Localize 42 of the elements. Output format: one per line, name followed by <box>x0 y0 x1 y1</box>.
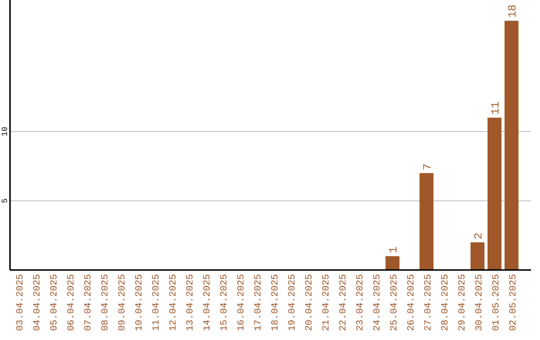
x-tick-label: 09.04.2025 <box>116 274 128 332</box>
x-tick-label: 07.04.2025 <box>82 274 94 332</box>
x-tick-label: 01.05.2025 <box>490 274 502 332</box>
x-tick-label: 15.04.2025 <box>218 274 230 332</box>
x-tick-label: 25.04.2025 <box>388 274 400 332</box>
data-label: 2 <box>474 232 486 240</box>
bar <box>386 256 400 270</box>
data-label: 18 <box>508 4 520 18</box>
bar <box>470 242 484 270</box>
x-tick-label: 21.04.2025 <box>320 274 332 332</box>
x-tick-label: 26.04.2025 <box>406 274 416 332</box>
x-tick-label: 03.04.2025 <box>14 274 26 332</box>
x-tick-label: 05.04.2025 <box>48 274 60 332</box>
x-tick-label: 14.04.2025 <box>202 274 212 332</box>
x-tick-label: 24.04.2025 <box>372 274 382 332</box>
x-tick-label: 06.04.2025 <box>66 274 76 332</box>
x-tick-label: 04.04.2025 <box>32 274 42 332</box>
y-tick-label: 10 <box>1 126 10 136</box>
x-tick-label: 11.04.2025 <box>150 274 162 332</box>
data-label: 7 <box>422 163 434 170</box>
x-tick-label: 29.04.2025 <box>456 274 468 332</box>
x-tick-label: 23.04.2025 <box>354 274 366 332</box>
x-tick-label: 19.04.2025 <box>286 274 298 332</box>
bar <box>504 20 518 270</box>
x-tick-label: 18.04.2025 <box>270 274 280 332</box>
x-tick-label: 17.04.2025 <box>252 274 264 332</box>
x-tick-label: 16.04.2025 <box>236 274 246 332</box>
data-label: 11 <box>490 101 502 115</box>
x-tick-label: 13.04.2025 <box>184 274 196 332</box>
data-label: 1 <box>388 246 400 254</box>
bar <box>488 118 502 270</box>
x-tick-label: 20.04.2025 <box>304 274 314 332</box>
x-tick-label: 22.04.2025 <box>338 274 348 332</box>
y-tick-label: 5 <box>1 198 10 204</box>
x-tick-label: 12.04.2025 <box>168 274 178 332</box>
x-tick-label: 27.04.2025 <box>422 274 434 332</box>
x-tick-label: 10.04.2025 <box>134 274 144 332</box>
x-tick-label: 08.04.2025 <box>100 274 110 332</box>
x-tick-label: 30.04.2025 <box>474 274 484 332</box>
bar <box>420 173 434 270</box>
x-tick-label: 02.05.2025 <box>508 274 518 332</box>
x-tick-label: 28.04.2025 <box>440 274 450 332</box>
